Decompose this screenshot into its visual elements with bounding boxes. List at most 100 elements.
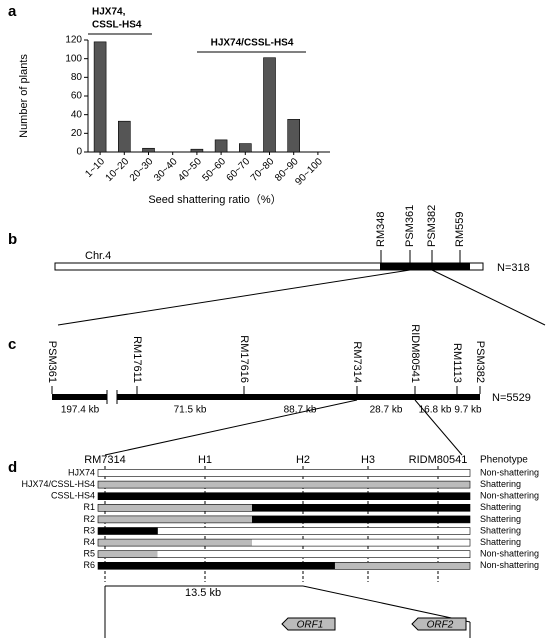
marker-label: RM7314 <box>351 341 363 383</box>
row-name: R2 <box>83 514 95 524</box>
zoom-line <box>431 269 546 326</box>
region <box>380 263 470 270</box>
phenotype: Non-shattering <box>480 467 539 477</box>
marker-label: RM1113 <box>451 343 463 383</box>
marker-label: PSM382 <box>474 341 486 383</box>
marker-label: PSM382 <box>426 205 438 247</box>
genotype-segment <box>98 515 253 523</box>
phenotype: Shattering <box>480 537 521 547</box>
row-outline <box>97 538 471 547</box>
distance-label: 197.4 kb <box>61 405 100 416</box>
distance-label: 71.5 kb <box>174 405 207 416</box>
y-tick-label: 120 <box>65 35 82 46</box>
row-outline <box>97 503 471 512</box>
row-outline <box>97 469 471 477</box>
marker-label: PSM361 <box>46 341 58 383</box>
bar <box>93 41 107 153</box>
bar <box>118 120 131 153</box>
row-outline <box>97 492 471 501</box>
x-tick-label: 10~20 <box>104 156 132 184</box>
genotype-segment <box>98 504 253 512</box>
bar <box>239 143 252 153</box>
marker-label: H3 <box>361 454 375 466</box>
phenotype: Non-shattering <box>480 560 539 570</box>
marker-label: RM17611 <box>131 336 143 383</box>
genotype-segment <box>157 550 470 558</box>
genotype-segment <box>157 527 470 535</box>
distance-label: 9.7 kb <box>454 405 482 416</box>
bar <box>214 139 228 153</box>
break <box>107 390 117 404</box>
row-name: CSSL-HS4 <box>51 491 95 501</box>
population: N=5529 <box>492 392 531 404</box>
bar <box>263 57 276 153</box>
row-outline <box>97 515 471 524</box>
chromosome <box>54 262 484 271</box>
chromosome-name: Chr.4 <box>85 250 111 262</box>
scale-label: 13.5 kb <box>185 587 221 599</box>
gene <box>411 617 467 631</box>
zoom-line <box>57 269 411 326</box>
panel-label: c <box>8 336 16 353</box>
marker-label: RIDM80541 <box>409 324 421 383</box>
panel-label: d <box>8 459 17 476</box>
row-name: HJX74/CSSL-HS4 <box>21 479 95 489</box>
x-tick-label: 30~40 <box>152 156 180 184</box>
y-tick-label: 80 <box>71 72 83 83</box>
genotype-segment <box>334 562 470 570</box>
row-outline <box>97 480 471 489</box>
phenotype: Non-shattering <box>480 549 539 559</box>
x-tick-label: 40~50 <box>176 156 204 184</box>
row-name: R6 <box>83 560 95 570</box>
gene <box>281 617 336 631</box>
zoom-line <box>104 399 358 456</box>
distance-label: 88.7 kb <box>284 405 317 416</box>
genotype-segment <box>98 550 158 558</box>
marker-label: RM17616 <box>238 335 250 383</box>
genotype-segment <box>98 539 253 547</box>
phenotype: Shattering <box>480 514 521 524</box>
phenotype-header: Phenotype <box>480 455 528 466</box>
gene-label: ORF2 <box>427 620 454 631</box>
genotype-segment <box>98 469 470 477</box>
genotype-segment <box>252 515 470 523</box>
y-tick-label: 20 <box>71 128 83 139</box>
genotype-segment <box>98 481 470 489</box>
row-name: R3 <box>83 525 95 535</box>
x-axis-label: Seed shattering ratio（%） <box>148 193 281 206</box>
region <box>52 394 480 400</box>
marker-label: H1 <box>198 454 212 466</box>
y-tick-label: 40 <box>71 109 83 120</box>
x-tick-label: 20~30 <box>128 156 156 184</box>
row-name: R4 <box>83 537 95 547</box>
panel-label: b <box>8 231 17 248</box>
marker-label: H2 <box>296 454 310 466</box>
marker-label: PSM361 <box>404 205 416 247</box>
x-tick-label: 50~60 <box>200 156 228 184</box>
phenotype: Shattering <box>480 525 521 535</box>
annotation: HJX74/CSSL-HS4 <box>211 38 294 49</box>
genotype-segment <box>98 527 158 535</box>
genotype-segment <box>252 539 470 547</box>
y-axis-label: Number of plants <box>18 54 30 138</box>
y-tick-label: 100 <box>65 53 82 64</box>
x-tick-label: 90~100 <box>293 156 325 188</box>
panel-label: a <box>8 3 17 20</box>
phenotype: Non-shattering <box>480 491 539 501</box>
zoom-line <box>302 585 471 623</box>
marker-label: RM348 <box>375 212 387 247</box>
row-outline <box>97 527 471 535</box>
x-tick-label: 60~70 <box>225 156 253 184</box>
row-name: R5 <box>83 549 95 559</box>
bar <box>142 147 155 153</box>
genotype-segment <box>252 504 470 512</box>
gene-label: ORF1 <box>297 620 324 631</box>
y-tick-label: 0 <box>76 147 82 158</box>
zoom-line <box>414 399 463 456</box>
distance-label: 16.8 kb <box>419 405 452 416</box>
annotation: CSSL-HS4 <box>92 20 142 31</box>
genotype-segment <box>98 492 470 500</box>
y-tick-label: 60 <box>71 91 83 102</box>
row-outline <box>97 550 471 559</box>
